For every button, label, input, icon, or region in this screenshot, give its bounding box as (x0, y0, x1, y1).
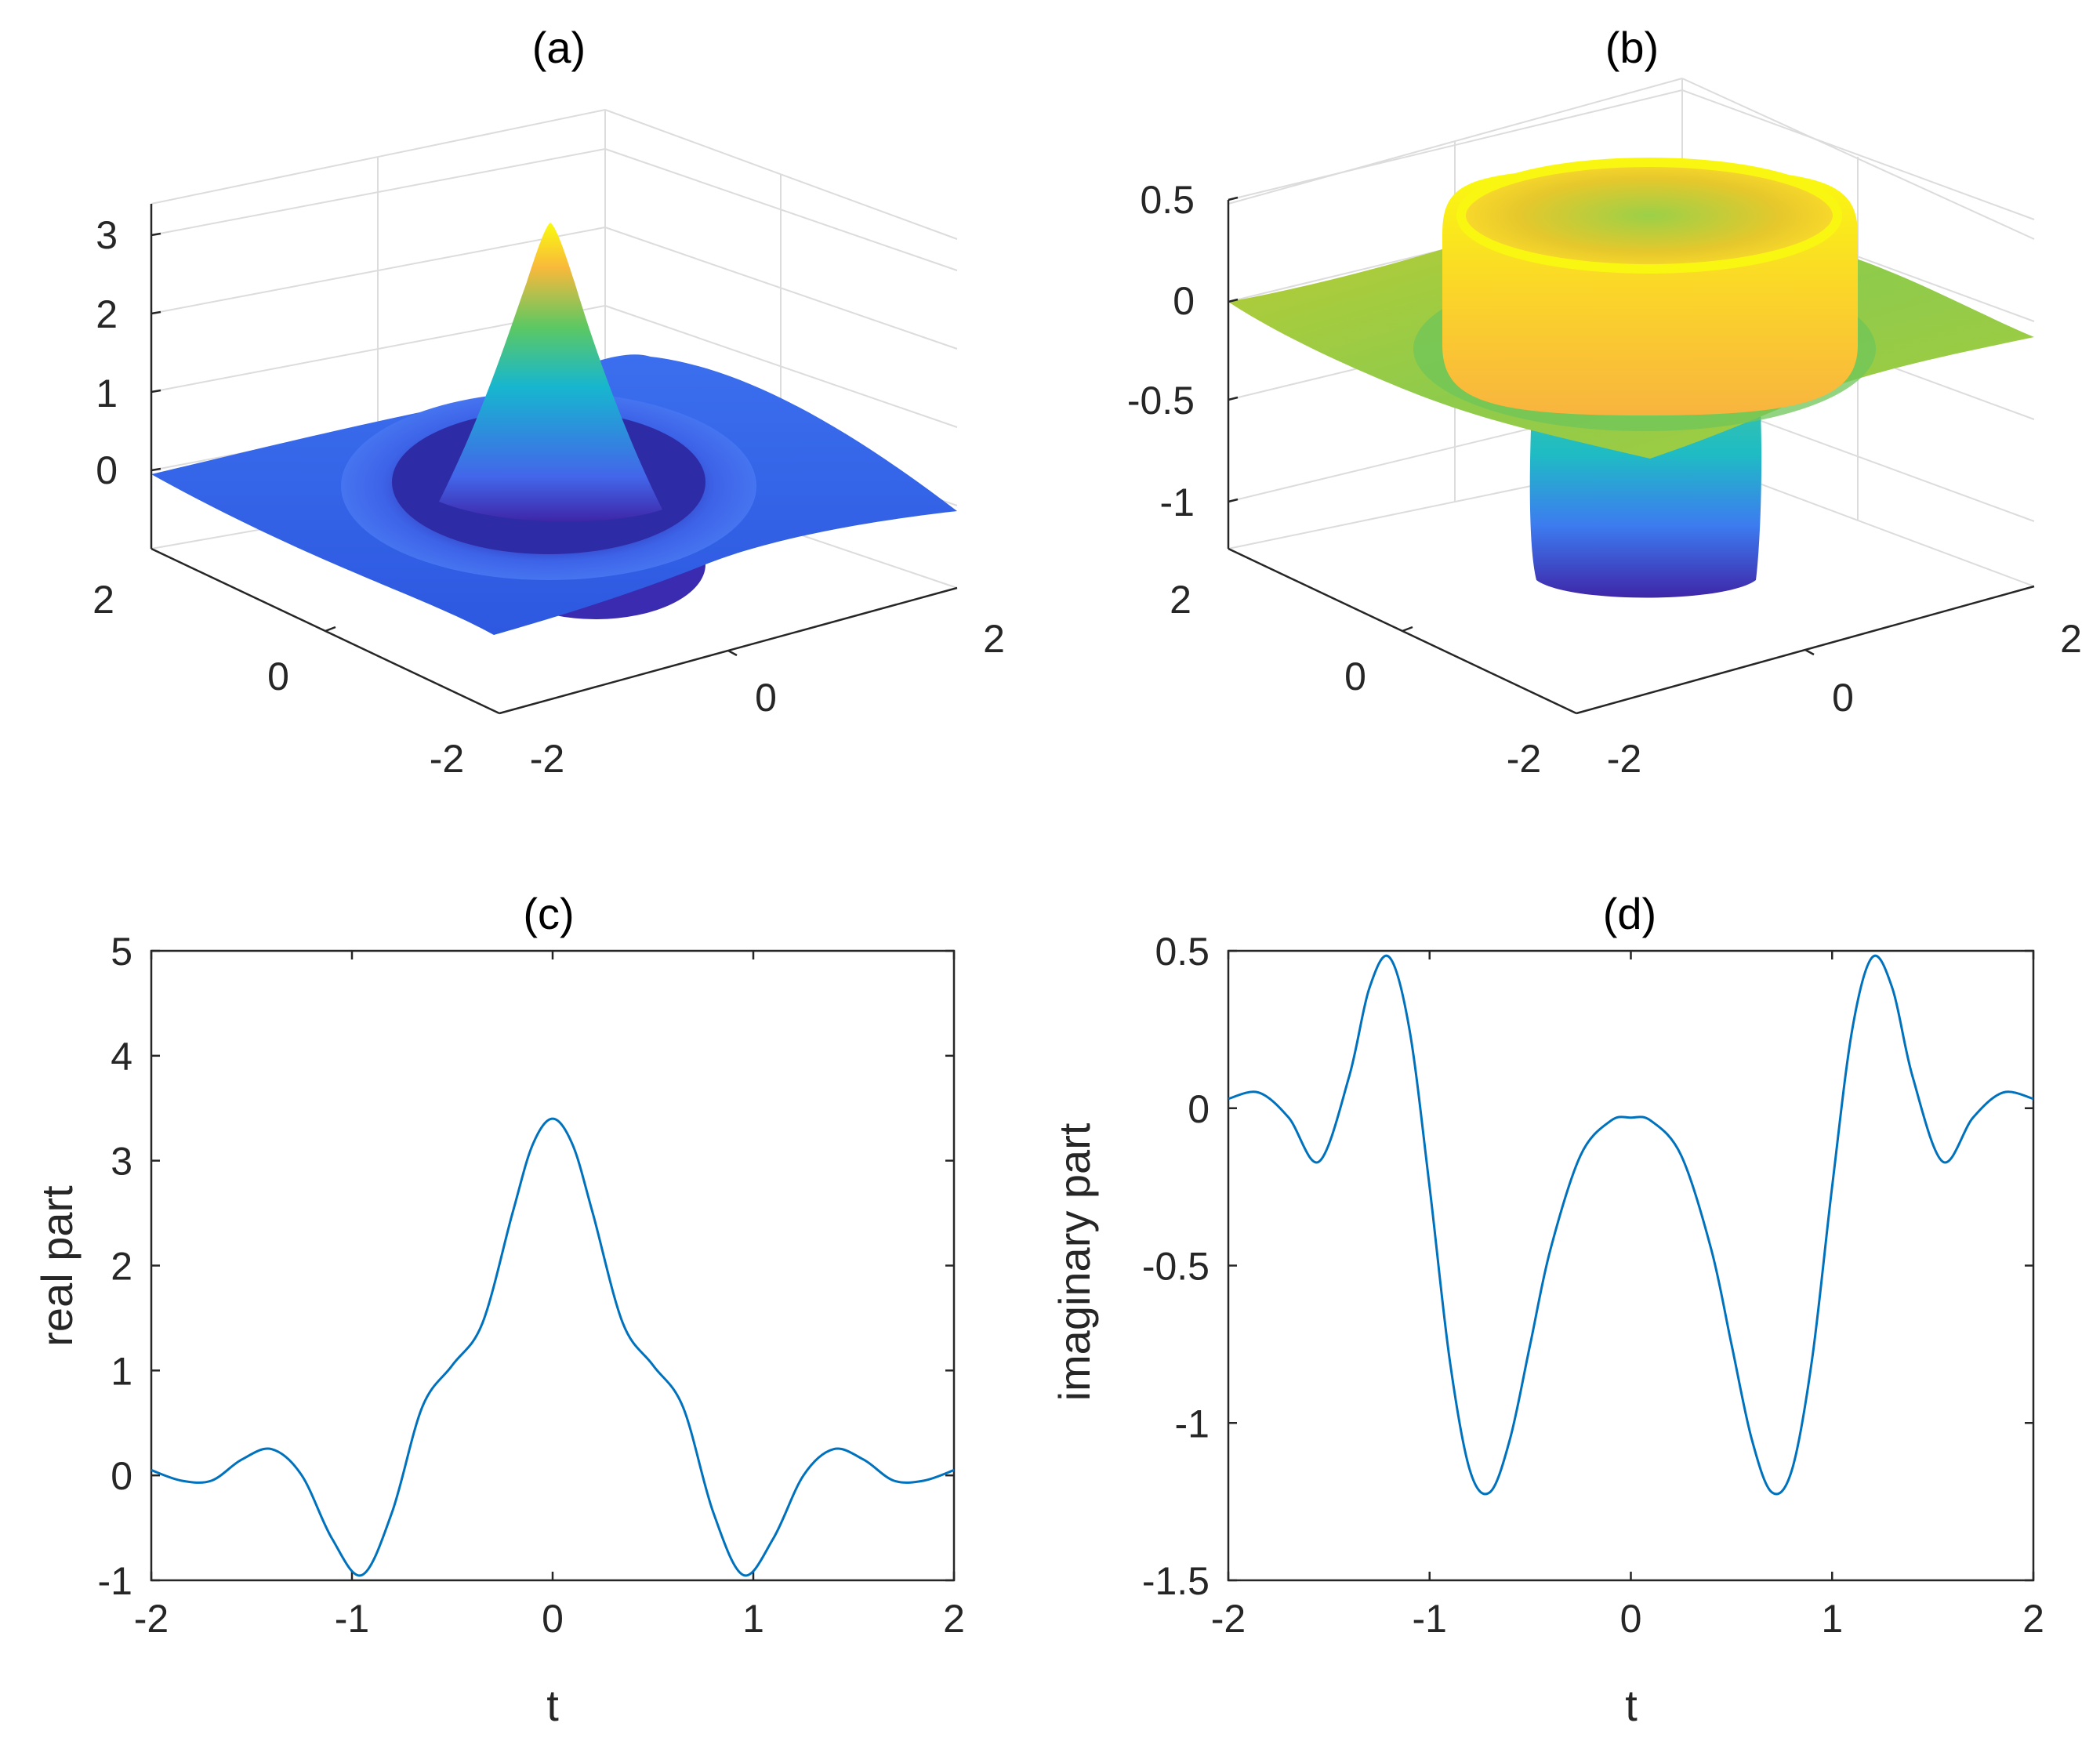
panel-d-tick-labels: -2 -1 0 1 2 -1.5 -1 -0.5 0 0.5 (1142, 930, 2044, 1641)
panel-a-ztick-2: 2 (96, 292, 118, 336)
d-xtick-label-1: -1 (1413, 1597, 1447, 1641)
panel-c-axes-box (150, 949, 956, 1582)
panel-c-tick-marks (150, 949, 956, 1582)
d-xtick-label-3: 1 (1821, 1597, 1843, 1641)
panel-b-ytick-0: 2 (1170, 578, 1191, 622)
c-ytick-label-1: 0 (111, 1454, 132, 1498)
panel-d-axes-box (1227, 949, 2035, 1582)
c-xtick-label-3: 1 (742, 1597, 764, 1641)
panel-b-ytick-2: -2 (1507, 737, 1541, 781)
panel-c-series-line (151, 1117, 955, 1577)
d-xtick-label-2: 0 (1620, 1597, 1642, 1641)
panel-d-title: (d) (1603, 889, 1656, 938)
panel-b-xtick-1: 0 (1832, 676, 1854, 720)
panel-a: (a) (92, 23, 1005, 781)
panel-b-xtick-0: -2 (1607, 737, 1641, 781)
panel-d-tick-marks (1227, 949, 2035, 1582)
panel-a-axis-ticks (151, 232, 738, 657)
panel-a-ztick-3: 3 (96, 213, 118, 257)
panel-a-title: (a) (532, 23, 586, 72)
d-ytick-label-4: 0.5 (1155, 930, 1210, 974)
c-ytick-label-4: 3 (111, 1140, 132, 1184)
panel-d-ylabel: imaginary part (1050, 1123, 1099, 1401)
c-xtick-label-2: 0 (542, 1597, 564, 1641)
panel-b-ztick-0: 0.5 (1140, 178, 1195, 222)
panel-a-surface (151, 223, 957, 635)
panel-b-ztick-2: -0.5 (1127, 379, 1195, 423)
d-ytick-label-1: -1 (1175, 1402, 1210, 1445)
d-ytick-label-3: 0 (1188, 1087, 1210, 1131)
panel-b-xtick-2: 2 (2060, 617, 2082, 661)
panel-b: (b) (1127, 23, 2082, 781)
panel-d-xlabel: t (1625, 1681, 1638, 1730)
c-ytick-label-6: 5 (111, 930, 132, 974)
panel-a-ytick-0: 2 (92, 578, 114, 622)
panel-b-ztick-1: 0 (1173, 279, 1195, 323)
c-ytick-label-0: -1 (98, 1559, 132, 1603)
d-ytick-label-2: -0.5 (1142, 1245, 1210, 1289)
panel-a-xtick-0: -2 (530, 737, 564, 781)
c-xtick-label-1: -1 (335, 1597, 369, 1641)
c-ytick-label-5: 4 (111, 1035, 132, 1079)
d-xtick-label-0: -2 (1211, 1597, 1246, 1641)
c-ytick-label-3: 2 (111, 1245, 132, 1289)
panel-b-ztick-3: -1 (1160, 481, 1195, 524)
c-ytick-label-2: 1 (111, 1349, 132, 1393)
panel-b-axis-ticks (1228, 196, 1815, 656)
panel-a-ytick-1: 0 (267, 655, 289, 698)
panel-b-surface (1228, 158, 2034, 598)
panel-a-xtick-1: 0 (755, 676, 777, 720)
panel-d: (d) -2 -1 0 1 2 -1.5 -1 -0.5 0 0.5 t imaginary pa… (1050, 889, 2044, 1730)
panel-a-ztick-1: 1 (96, 372, 118, 415)
d-ytick-label-0: -1.5 (1142, 1559, 1210, 1603)
panel-b-title: (b) (1605, 23, 1659, 72)
panel-a-xtick-2: 2 (983, 617, 1005, 661)
panel-c-xlabel: t (546, 1681, 559, 1730)
c-xtick-label-0: -2 (134, 1597, 169, 1641)
panel-a-ztick-0: 0 (96, 448, 118, 492)
panel-b-ytick-1: 0 (1344, 655, 1366, 698)
panel-c-title: (c) (523, 889, 574, 938)
d-xtick-label-4: 2 (2022, 1597, 2044, 1641)
panel-d-series-line (1228, 954, 2034, 1496)
panel-c-ylabel: real part (32, 1185, 82, 1347)
c-xtick-label-4: 2 (943, 1597, 965, 1641)
panel-a-ytick-2: -2 (430, 737, 464, 781)
